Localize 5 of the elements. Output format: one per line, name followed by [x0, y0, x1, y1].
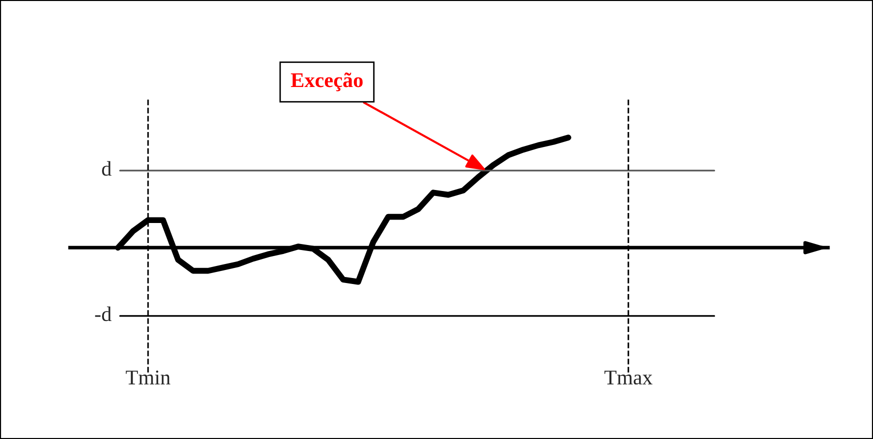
ref-line-label: -d	[95, 306, 112, 322]
x-tick-label: Tmax	[604, 370, 652, 385]
ref-line-label: d	[102, 161, 112, 176]
text: Exceção	[290, 72, 363, 92]
x-tick-label: Tmin	[126, 370, 170, 384]
